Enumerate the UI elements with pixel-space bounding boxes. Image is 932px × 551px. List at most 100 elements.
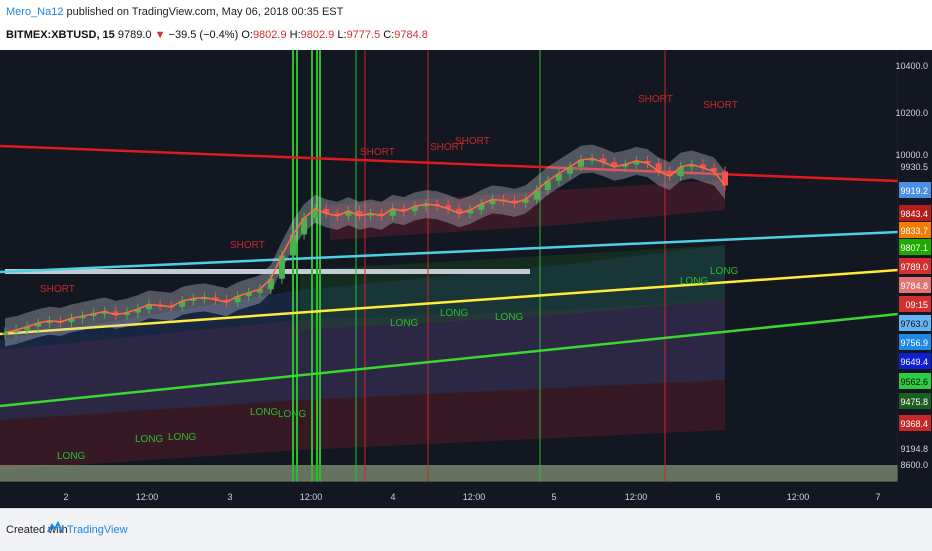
price-tick-label: 9930.5 bbox=[900, 162, 928, 172]
price-label-text: 9784.8 bbox=[900, 281, 928, 291]
candle bbox=[223, 299, 230, 303]
price-tick-label: 8600.0 bbox=[900, 460, 928, 470]
tradingview-brand[interactable]: TradingView bbox=[67, 524, 128, 536]
price-label-text: 9789.0 bbox=[900, 262, 928, 272]
signal-label: LONG bbox=[440, 308, 469, 319]
candle bbox=[533, 190, 540, 200]
price-change: −39.5 (−0.4%) bbox=[168, 29, 239, 41]
candle bbox=[389, 208, 396, 216]
upper-red-band bbox=[330, 180, 725, 240]
candle bbox=[68, 318, 75, 322]
signal-label: SHORT bbox=[703, 100, 738, 111]
red-trendline bbox=[0, 144, 899, 183]
time-tick-label: 12:00 bbox=[625, 492, 648, 502]
price-label-tag bbox=[899, 334, 931, 350]
candle bbox=[511, 200, 518, 203]
candle bbox=[278, 255, 285, 279]
candle bbox=[489, 199, 496, 205]
ohlc-high-label: H: bbox=[289, 29, 301, 41]
symbol-label[interactable]: BITMEX:XBTUSD, 15 bbox=[6, 29, 115, 41]
moving-average-line bbox=[4, 157, 726, 334]
footer: Created with TradingView bbox=[0, 508, 932, 551]
ohlc-open-label: O: bbox=[241, 29, 253, 41]
candle bbox=[101, 311, 108, 314]
green-band bbox=[300, 245, 725, 330]
price-label-text: 9763.0 bbox=[900, 319, 928, 329]
price-label-text: 9649.4 bbox=[900, 357, 928, 367]
candle bbox=[699, 164, 706, 168]
price-label-tag bbox=[899, 239, 931, 255]
candle bbox=[478, 204, 485, 210]
candle bbox=[522, 199, 529, 203]
candle bbox=[622, 164, 629, 167]
time-tick-label: 12:00 bbox=[463, 492, 486, 502]
candle bbox=[24, 326, 31, 331]
candle bbox=[378, 213, 385, 216]
signal-label: SHORT bbox=[638, 94, 673, 105]
candle bbox=[456, 208, 463, 214]
price-label-tag bbox=[899, 222, 931, 238]
candle bbox=[688, 164, 695, 167]
price-tick-label: 9194.8 bbox=[900, 444, 928, 454]
candle bbox=[666, 171, 673, 177]
candle bbox=[611, 162, 618, 167]
bollinger-envelope bbox=[5, 144, 725, 347]
candle bbox=[2, 332, 8, 335]
chart-header: Mero_Na12 published on TradingView.com, … bbox=[0, 0, 932, 50]
symbol-line: BITMEX:XBTUSD, 15 9789.0 ▼ −39.5 (−0.4%)… bbox=[6, 29, 428, 41]
candle bbox=[267, 278, 274, 290]
signal-label: SHORT bbox=[230, 240, 265, 251]
time-axis-bg bbox=[0, 482, 932, 508]
price-label-tag bbox=[899, 373, 931, 389]
green-trendline bbox=[0, 312, 899, 408]
candle bbox=[356, 211, 363, 216]
candle bbox=[722, 171, 728, 186]
time-tick-label: 6 bbox=[715, 492, 720, 502]
candle bbox=[112, 311, 119, 315]
tradingview-logo-icon[interactable] bbox=[47, 521, 63, 535]
candle bbox=[245, 292, 252, 297]
signal-label: LONG bbox=[135, 434, 164, 445]
ohlc-low-value: 9777.5 bbox=[346, 29, 381, 41]
blue-band bbox=[0, 245, 725, 420]
candle bbox=[234, 296, 241, 303]
time-tick-label: 5 bbox=[551, 492, 556, 502]
candle bbox=[345, 211, 352, 216]
chart-area[interactable]: LONG LONG LONG LONG LONG LONG LONG LONG LONG LONG… bbox=[0, 50, 932, 508]
candle bbox=[600, 158, 607, 163]
signal-label: SHORT bbox=[430, 142, 465, 153]
last-price: 9789.0 bbox=[117, 29, 152, 41]
candle bbox=[367, 213, 374, 216]
time-tick-label: 3 bbox=[227, 492, 232, 502]
signal-label: SHORT bbox=[360, 147, 395, 158]
candle bbox=[35, 323, 42, 327]
price-label-text: 9562.6 bbox=[900, 377, 928, 387]
candle bbox=[655, 163, 662, 172]
signal-label: LONG bbox=[710, 266, 739, 277]
candle bbox=[79, 316, 86, 319]
signal-label: LONG bbox=[390, 318, 419, 329]
price-tick-label: 10400.0 bbox=[895, 61, 928, 71]
author-link[interactable]: Mero_Na12 bbox=[6, 6, 64, 18]
price-label-tag bbox=[899, 296, 931, 312]
candle bbox=[90, 313, 97, 317]
candle bbox=[134, 309, 141, 313]
price-label-tag bbox=[899, 315, 931, 331]
red-band bbox=[0, 300, 725, 470]
signal-label: LONG bbox=[250, 407, 279, 418]
signal-label: SHORT bbox=[40, 284, 75, 295]
price-label-text: 9368.4 bbox=[900, 419, 928, 429]
candle bbox=[190, 298, 197, 301]
candle bbox=[179, 300, 186, 307]
time-tick-label: 12:00 bbox=[300, 492, 323, 502]
price-label-tag bbox=[899, 415, 931, 431]
price-label-text: 9833.7 bbox=[900, 226, 928, 236]
price-label-tag bbox=[899, 205, 931, 221]
price-label-tag bbox=[899, 258, 931, 274]
signal-label: LONG bbox=[168, 432, 197, 443]
price-label-tag bbox=[899, 277, 931, 293]
candle bbox=[290, 234, 296, 256]
time-tick-label: 7 bbox=[875, 492, 880, 502]
ohlc-high-value: 9802.9 bbox=[300, 29, 335, 41]
